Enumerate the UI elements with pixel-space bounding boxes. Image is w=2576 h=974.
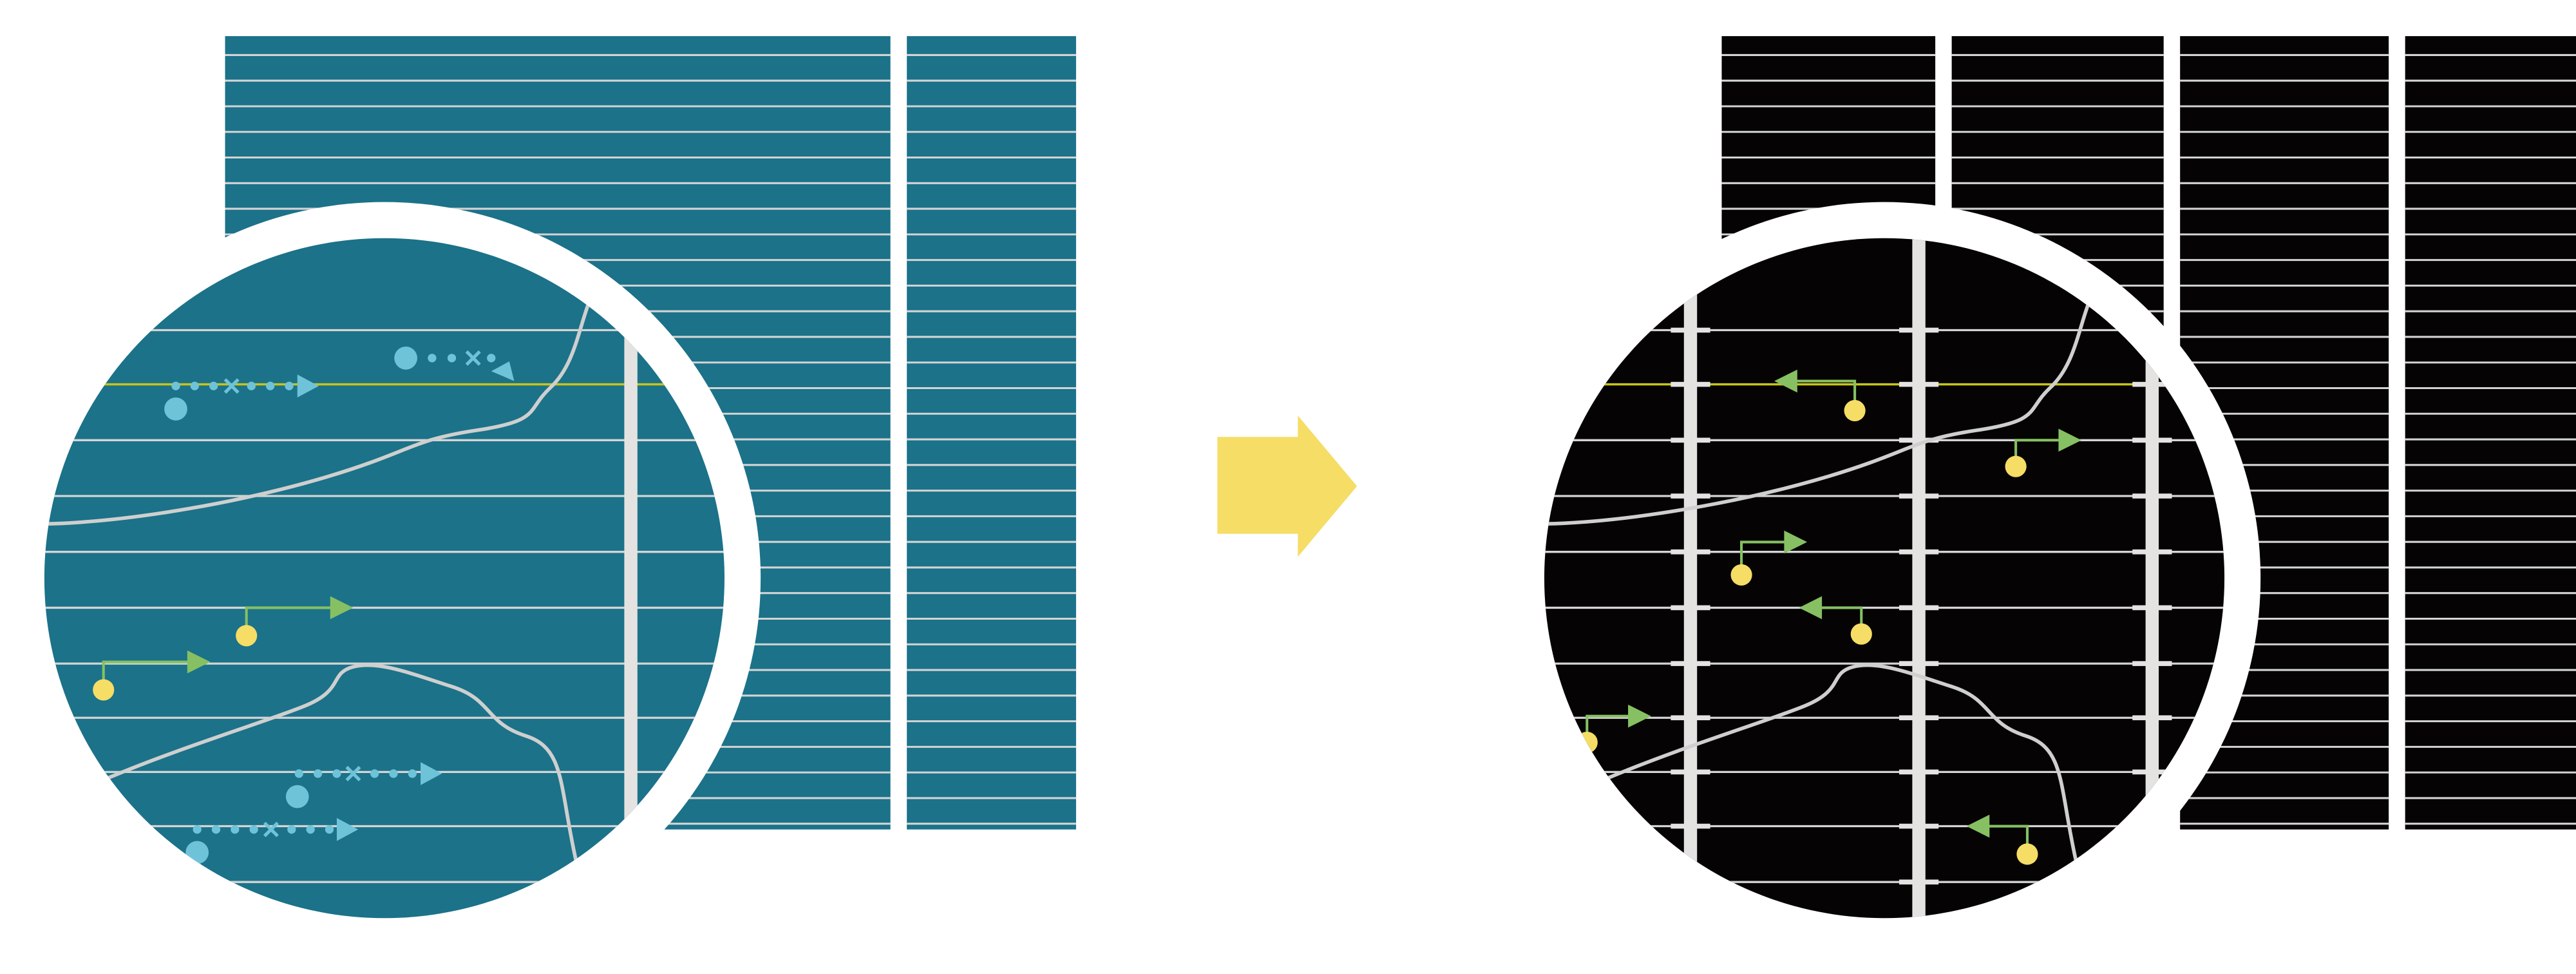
column-divider	[2145, 238, 2159, 919]
arrowhead-icon	[421, 762, 442, 785]
divider-tick	[1671, 769, 1710, 775]
column-divider	[624, 238, 638, 919]
cross-icon	[263, 821, 279, 837]
yellow-point	[236, 625, 258, 647]
trajectory-dot	[190, 381, 199, 390]
trajectory-dot	[231, 825, 240, 834]
cross-icon	[465, 350, 481, 366]
upper-curve	[44, 294, 593, 526]
trajectory-dot	[249, 825, 258, 834]
divider-tick	[2132, 437, 2172, 443]
divider-tick	[1899, 605, 1939, 611]
trajectory-dot	[287, 825, 296, 834]
grid-column	[2405, 36, 2576, 830]
divider-tick	[2132, 605, 2172, 611]
arrowhead-icon	[2058, 428, 2082, 452]
divider-tick	[1899, 437, 1939, 443]
divider-tick	[1671, 327, 1710, 333]
trajectory-dot	[285, 381, 294, 390]
trajectory-dot	[408, 769, 417, 778]
trajectory-dot	[247, 381, 256, 390]
divider-tick	[2132, 661, 2172, 666]
lower-curve	[106, 663, 580, 872]
divider-tick	[1671, 715, 1710, 721]
divider-tick	[1671, 381, 1710, 387]
divider-tick	[1899, 493, 1939, 499]
trajectory-dot	[294, 769, 303, 778]
upper-curve	[1544, 294, 2094, 526]
trajectory-dot	[332, 769, 341, 778]
divider-tick	[1671, 549, 1710, 555]
yellow-point	[2016, 843, 2038, 865]
trajectory-dot	[447, 354, 457, 363]
column-divider	[1683, 238, 1698, 919]
arrowhead-icon	[330, 596, 354, 620]
divider-tick	[2132, 769, 2172, 775]
trajectory-dot	[193, 825, 202, 834]
origin-point	[285, 785, 309, 808]
trajectory-dot	[487, 354, 496, 363]
arrowhead-icon	[297, 374, 319, 398]
arrowhead-icon	[1784, 530, 1808, 554]
divider-tick	[1899, 769, 1939, 775]
arrowhead-icon	[1799, 596, 1823, 620]
divider-tick	[1899, 661, 1939, 666]
arrowhead-icon	[336, 817, 359, 841]
origin-point	[394, 346, 417, 370]
divider-tick	[1671, 661, 1710, 666]
after-magnified-view	[1544, 238, 2225, 919]
arrowhead-icon	[1966, 814, 1990, 838]
arrowhead-icon	[1628, 704, 1651, 728]
divider-tick	[2132, 381, 2172, 387]
divider-tick	[1899, 381, 1939, 387]
trajectory-dot	[389, 769, 398, 778]
divider-tick	[1671, 493, 1710, 499]
trajectory-dot	[266, 381, 275, 390]
divider-tick	[2132, 715, 2172, 721]
trajectory-dot	[428, 354, 437, 363]
column-divider	[1912, 238, 1926, 919]
divider-tick	[1899, 327, 1939, 333]
divider-tick	[2132, 879, 2172, 885]
divider-tick	[1671, 823, 1710, 829]
divider-tick	[1899, 715, 1939, 721]
before-magnified-view	[44, 238, 724, 919]
trajectory-dot	[313, 769, 323, 778]
trajectory-dot	[370, 769, 379, 778]
cross-icon	[223, 378, 240, 394]
trajectory-dot	[325, 825, 334, 834]
connector-line	[1740, 540, 1788, 575]
divider-tick	[1899, 879, 1939, 885]
divider-tick	[2132, 549, 2172, 555]
grid-column	[907, 36, 1076, 830]
cross-icon	[345, 765, 361, 781]
right-arrow-icon	[1217, 415, 1358, 557]
lens-background	[1544, 238, 2225, 919]
lower-curve	[1605, 663, 2080, 872]
origin-point	[164, 397, 187, 421]
divider-tick	[1899, 549, 1939, 555]
divider-tick	[1671, 605, 1710, 611]
yellow-point	[2005, 455, 2027, 477]
lens-background	[44, 238, 724, 919]
arrowhead-icon	[1774, 369, 1797, 393]
divider-tick	[1899, 823, 1939, 829]
trajectory-dot	[211, 825, 221, 834]
divider-tick	[2132, 493, 2172, 499]
yellow-point	[1844, 399, 1866, 422]
trajectory-dot	[306, 825, 315, 834]
trajectory-dot	[171, 381, 180, 390]
yellow-point	[1850, 623, 1872, 645]
yellow-point	[93, 679, 115, 701]
arrowhead-icon	[491, 361, 515, 381]
divider-tick	[1671, 437, 1710, 443]
yellow-point	[1730, 564, 1752, 586]
trajectory-dot	[209, 381, 218, 390]
arrowhead-icon	[187, 650, 211, 674]
